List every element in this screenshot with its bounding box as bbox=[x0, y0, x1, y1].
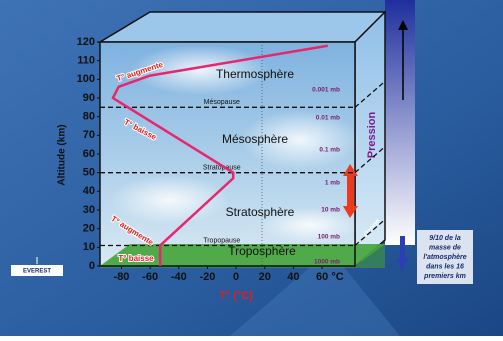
arrow-head bbox=[398, 20, 408, 30]
y-tick-label: 80 bbox=[83, 111, 95, 123]
y-axis-label: Altitude (km) bbox=[57, 124, 68, 185]
note-box bbox=[417, 230, 473, 284]
x-tick-label: -40 bbox=[171, 271, 187, 283]
y-tick-label: 0 bbox=[89, 260, 95, 272]
pressure-strip bbox=[385, 0, 415, 245]
x-tick-label: -60 bbox=[142, 271, 158, 283]
note-line: l'atmosphère bbox=[423, 254, 466, 261]
arrow-down bbox=[400, 236, 405, 260]
x-tick-label: 40 bbox=[287, 271, 299, 283]
everest-label: EVEREST bbox=[23, 269, 51, 275]
y-tick-label: 40 bbox=[83, 185, 95, 197]
everest-box bbox=[11, 265, 63, 276]
y-tick-label: 30 bbox=[83, 204, 95, 216]
background-streak bbox=[230, 250, 400, 336]
pressure-label: Pression bbox=[366, 111, 378, 158]
boundary-line-side bbox=[354, 218, 386, 246]
y-tick-label: 100 bbox=[77, 73, 95, 85]
y-tick-label: 10 bbox=[83, 241, 95, 253]
temperature-line bbox=[111, 44, 328, 266]
note-line: premiers km bbox=[423, 273, 466, 280]
pressure-level: 0.1 mb bbox=[319, 147, 340, 154]
y-tick-label: 50 bbox=[83, 167, 95, 179]
arrow-head bbox=[343, 206, 358, 218]
x-tick-label: 60 °C bbox=[316, 271, 344, 283]
layer-label: Mésosphère bbox=[222, 132, 288, 146]
y-tick-label: 20 bbox=[83, 223, 95, 235]
layer-label: Stratosphère bbox=[226, 205, 295, 219]
pressure-level: 1000 mb bbox=[314, 259, 340, 266]
y-tick-label: 110 bbox=[77, 55, 95, 67]
pressure-level: 10 mb bbox=[321, 207, 340, 214]
boundary-label: Tropopause bbox=[203, 237, 240, 244]
ground-shade bbox=[100, 244, 385, 268]
cloud bbox=[110, 175, 230, 225]
note-line: masse de bbox=[429, 244, 461, 251]
cloud bbox=[260, 207, 360, 243]
y-tick-label: 90 bbox=[83, 92, 95, 104]
cloud bbox=[130, 45, 270, 95]
pressure-level: 0.01 mb bbox=[316, 115, 340, 122]
x-tick-label: -80 bbox=[114, 271, 130, 283]
arrow-head bbox=[343, 164, 358, 176]
y-tick-label: 70 bbox=[83, 129, 95, 141]
trend-label: T° baisse bbox=[118, 254, 154, 263]
note-line: dans les 16 bbox=[426, 263, 464, 270]
layer-label: Thermosphère bbox=[216, 67, 294, 81]
y-tick-label: 120 bbox=[77, 36, 95, 48]
pressure-level: 0.001 mb bbox=[312, 87, 340, 94]
pressure-level: 1 mb bbox=[325, 180, 340, 187]
boundary-line-side bbox=[354, 146, 386, 174]
boundary-label: Mésopause bbox=[204, 99, 240, 106]
double-arrow bbox=[347, 174, 354, 208]
cloud bbox=[240, 110, 360, 170]
x-tick-label: 0 bbox=[233, 271, 239, 283]
y-tick-label: 60 bbox=[83, 148, 95, 160]
x-tick-label: -20 bbox=[199, 271, 215, 283]
boundary-label: Stratopause bbox=[203, 165, 241, 172]
note-line: 9/10 de la bbox=[429, 235, 461, 242]
box-top bbox=[97, 11, 387, 43]
pressure-level: 100 mb bbox=[318, 234, 340, 241]
layer-label: Troposphère bbox=[228, 244, 296, 258]
x-tick-label: 20 bbox=[259, 271, 271, 283]
arrow-head bbox=[396, 258, 409, 270]
boundary-line-side bbox=[354, 80, 386, 108]
x-axis-label: T° (°C) bbox=[219, 290, 253, 302]
